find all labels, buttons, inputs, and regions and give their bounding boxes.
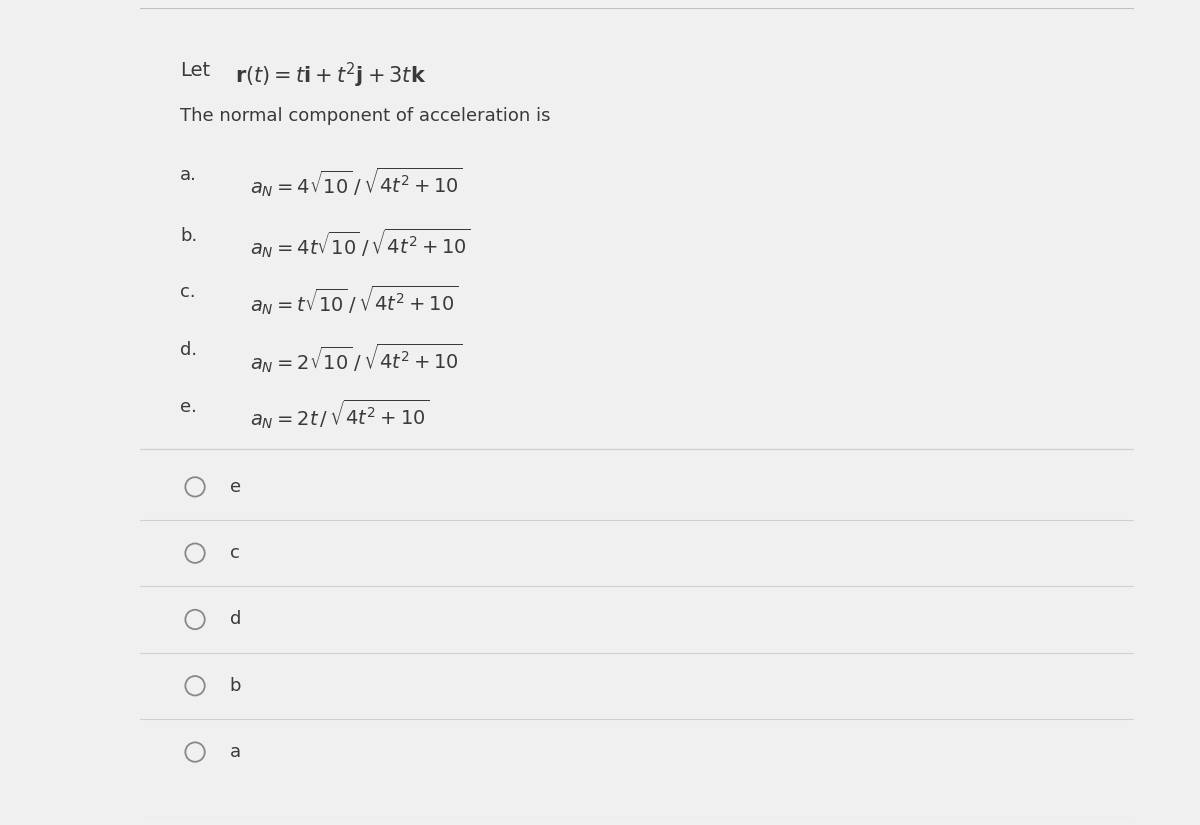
Text: a: a — [230, 743, 241, 761]
Text: $a_N = 2\sqrt{10}\,/\,\sqrt{4t^2+10}$: $a_N = 2\sqrt{10}\,/\,\sqrt{4t^2+10}$ — [250, 342, 462, 375]
Text: b: b — [230, 676, 241, 695]
Text: b.: b. — [180, 227, 197, 244]
Text: $a_N = 4\sqrt{10}\,/\,\sqrt{4t^2+10}$: $a_N = 4\sqrt{10}\,/\,\sqrt{4t^2+10}$ — [250, 166, 462, 200]
Text: e.: e. — [180, 398, 197, 416]
Text: $a_N = 2t\,/\,\sqrt{4t^2+10}$: $a_N = 2t\,/\,\sqrt{4t^2+10}$ — [250, 398, 428, 431]
Text: d: d — [230, 610, 241, 629]
Text: e: e — [230, 478, 241, 496]
Text: a.: a. — [180, 166, 197, 184]
Text: d.: d. — [180, 342, 197, 360]
Text: c: c — [230, 544, 240, 562]
Text: $a_N = t\sqrt{10}\,/\,\sqrt{4t^2+10}$: $a_N = t\sqrt{10}\,/\,\sqrt{4t^2+10}$ — [250, 283, 457, 317]
Text: Let: Let — [180, 61, 210, 80]
Text: c.: c. — [180, 283, 196, 301]
Text: $a_N = 4t\sqrt{10}\,/\,\sqrt{4t^2+10}$: $a_N = 4t\sqrt{10}\,/\,\sqrt{4t^2+10}$ — [250, 227, 470, 260]
Text: The normal component of acceleration is: The normal component of acceleration is — [180, 107, 551, 125]
Text: $\mathbf{r}(t) = t\mathbf{i} + t^2\mathbf{j} + 3t\mathbf{k}$: $\mathbf{r}(t) = t\mathbf{i} + t^2\mathb… — [235, 61, 426, 90]
